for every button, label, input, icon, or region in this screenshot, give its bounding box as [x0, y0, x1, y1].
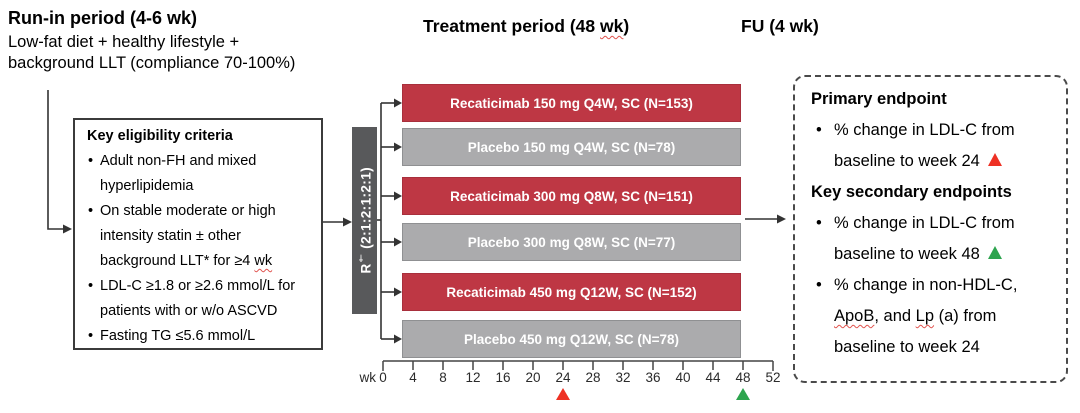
run-in-to-eligibility-connector: [47, 90, 63, 230]
arm-label: Recaticimab 300 mg Q8W, SC (N=151): [450, 188, 693, 204]
arm-recaticimab-300-q8w: Recaticimab 300 mg Q8W, SC (N=151): [402, 177, 741, 215]
timeline-axis: [382, 360, 774, 371]
arm-label: Placebo 150 mg Q4W, SC (N=78): [467, 139, 676, 155]
arrowhead-icon: [394, 334, 402, 344]
secondary-endpoint-bullet-2: % change in non-HDL-C,: [811, 270, 1066, 301]
arrowhead-icon: [394, 191, 402, 201]
secondary-endpoint-bullet-1-cont: baseline to week 48: [811, 239, 1066, 270]
eligibility-item-text: background LLT* for ≥4: [100, 253, 255, 269]
eligibility-box: Key eligibility criteria Adult non-FH an…: [73, 118, 323, 350]
secondary-endpoint-bullet-2-cont: ApoB, and Lp (a) from: [811, 301, 1066, 332]
axis-tick-label-8: 8: [439, 370, 447, 385]
arm-label: Recaticimab 150 mg Q4W, SC (N=153): [450, 95, 693, 111]
eligibility-item: Adult non-FH and mixed: [87, 149, 321, 174]
axis-tick-label-0: 0: [379, 370, 387, 385]
axis-tick-label-4: 4: [409, 370, 417, 385]
endpoints-box: Primary endpoint % change in LDL-C from …: [793, 75, 1068, 383]
primary-endpoint-text: baseline to week 24: [834, 152, 980, 170]
follow-up-header: FU (4 wk): [741, 16, 819, 36]
treatment-header-wk: wk: [600, 16, 624, 36]
axis-tick-label-36: 36: [645, 370, 661, 385]
arrowhead-icon: [63, 224, 72, 234]
week48-green-triangle-icon: [736, 388, 750, 400]
lp-text: Lp: [915, 307, 935, 325]
treatment-period-header: Treatment period (48 wk): [423, 16, 629, 37]
run-in-title: Run-in period (4-6 wk): [8, 8, 197, 28]
randomization-label: R† (2:1:2:1:2:1): [356, 167, 374, 273]
eligibility-item: Fasting TG ≤5.6 mmol/L: [87, 324, 321, 349]
eligibility-item-cont: background LLT* for ≥4 wk: [87, 249, 321, 274]
arm-label: Recaticimab 450 mg Q12W, SC (N=152): [446, 284, 697, 300]
eligibility-item-cont: patients with or w/o ASCVD: [100, 303, 278, 319]
axis-tick-label-40: 40: [675, 370, 691, 385]
arm-placebo-450-q12w: Placebo 450 mg Q12W, SC (N=78): [402, 320, 741, 358]
axis-tick-label-48: 48: [735, 370, 751, 385]
arrowhead-icon: [394, 98, 402, 108]
axis-tick-label-16: 16: [495, 370, 511, 385]
secondary-endpoint-1-text: baseline to week 48: [834, 245, 980, 263]
arm-recaticimab-150-q4w: Recaticimab 150 mg Q4W, SC (N=153): [402, 84, 741, 122]
randomization-bar: R† (2:1:2:1:2:1): [352, 127, 377, 314]
run-in-desc-line1: Low-fat diet + healthy lifestyle +: [8, 33, 240, 51]
arrowhead-icon: [777, 214, 786, 224]
green-triangle-icon: [987, 246, 1002, 259]
secondary-endpoint-bullet-2-cont2: baseline to week 24: [834, 338, 980, 356]
run-in-period-header: Run-in period (4-6 wk) Low-fat diet + he…: [8, 8, 295, 74]
arm-placebo-300-q8w: Placebo 300 mg Q8W, SC (N=77): [402, 223, 741, 261]
eligibility-title: Key eligibility criteria: [87, 128, 233, 144]
eligibility-item-cont: intensity statin ± other: [100, 228, 241, 244]
arrowheads: [63, 98, 786, 344]
axis-tick-label-32: 32: [615, 370, 631, 385]
treatment-header-close: ): [623, 16, 630, 36]
primary-endpoint-bullet-cont: baseline to week 24: [811, 146, 1066, 177]
axis-tick-label-44: 44: [705, 370, 721, 385]
arm-label: Placebo 450 mg Q12W, SC (N=78): [464, 331, 679, 347]
axis-tick-label-20: 20: [525, 370, 541, 385]
randomization-r: R: [358, 263, 374, 274]
arrowhead-icon: [343, 217, 352, 227]
secondary-endpoints-title: Key secondary endpoints: [811, 183, 1012, 201]
primary-endpoint-title: Primary endpoint: [811, 90, 947, 108]
eligibility-item: On stable moderate or high: [87, 199, 321, 224]
dagger-icon: †: [355, 253, 366, 264]
mid-text: , and: [874, 307, 916, 325]
eligibility-item: LDL-C ≥1.8 or ≥2.6 mmol/L for: [87, 274, 321, 299]
arm-label: Placebo 300 mg Q8W, SC (N=77): [467, 234, 676, 250]
run-in-desc-line2: background LLT (compliance 70-100%): [8, 54, 296, 72]
axis-tick-label-24: 24: [555, 370, 571, 385]
treatment-header-text: Treatment period (48: [423, 16, 600, 36]
arrowhead-icon: [394, 287, 402, 297]
eligibility-item-cont: hyperlipidemia: [100, 178, 194, 194]
week24-red-triangle-icon: [556, 388, 570, 400]
arrowhead-icon: [394, 142, 402, 152]
axis-tick-label-52: 52: [765, 370, 781, 385]
arm-placebo-150-q4w: Placebo 150 mg Q4W, SC (N=78): [402, 128, 741, 166]
arm-recaticimab-450-q12w: Recaticimab 450 mg Q12W, SC (N=152): [402, 273, 741, 311]
randomization-ratio: (2:1:2:1:2:1): [358, 167, 374, 254]
eligibility-item-wk: wk: [254, 253, 273, 269]
axis-tick-label-28: 28: [585, 370, 601, 385]
red-triangle-icon: [987, 153, 1002, 166]
secondary-endpoint-bullet-1: % change in LDL-C from: [811, 208, 1066, 239]
axis-tick-label-12: 12: [465, 370, 481, 385]
post-text: (a) from: [934, 307, 997, 325]
apob-text: ApoB: [834, 307, 875, 325]
axis-unit-label: wk: [359, 370, 377, 385]
arrowhead-icon: [394, 237, 402, 247]
primary-endpoint-bullet: % change in LDL-C from: [811, 115, 1066, 146]
